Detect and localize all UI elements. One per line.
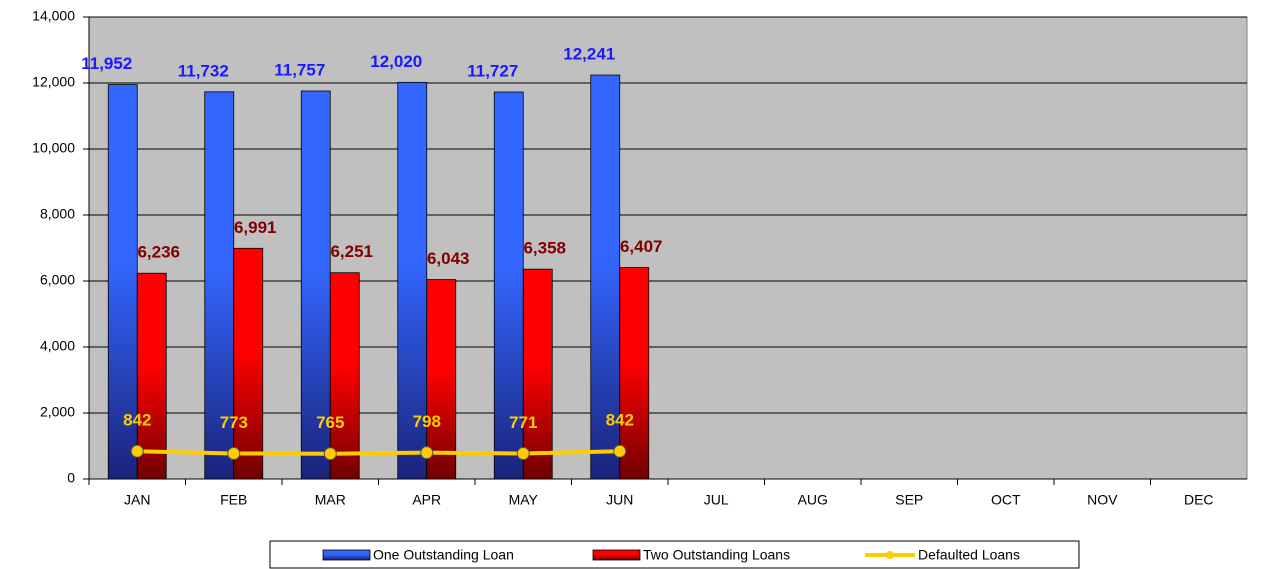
data-label: 6,236 xyxy=(137,243,180,262)
x-tick-label: JUN xyxy=(606,492,633,508)
bar xyxy=(493,91,524,480)
y-tick-label: 2,000 xyxy=(40,404,75,420)
x-tick-label: AUG xyxy=(798,492,828,508)
bar xyxy=(426,279,457,480)
x-tick-label: MAY xyxy=(509,492,539,508)
y-tick-label: 4,000 xyxy=(40,338,75,354)
bar xyxy=(136,272,167,480)
x-tick-label: JUL xyxy=(704,492,729,508)
x-tick-label: MAR xyxy=(315,492,346,508)
legend-label: Defaulted Loans xyxy=(918,547,1020,563)
line-point xyxy=(516,447,530,461)
legend-swatch xyxy=(322,549,371,561)
data-label: 798 xyxy=(413,412,441,431)
y-tick-label: 12,000 xyxy=(32,74,75,90)
bar xyxy=(233,247,264,480)
legend-label: One Outstanding Loan xyxy=(373,547,514,563)
y-tick-label: 6,000 xyxy=(40,272,75,288)
x-tick-label: NOV xyxy=(1087,492,1118,508)
y-tick-label: 0 xyxy=(67,470,75,486)
line-point xyxy=(420,446,434,460)
data-label: 12,020 xyxy=(370,52,422,71)
data-label: 771 xyxy=(509,413,537,432)
data-label: 11,727 xyxy=(467,61,518,80)
data-label: 6,407 xyxy=(620,237,663,256)
line-point xyxy=(613,444,627,458)
data-label: 773 xyxy=(220,413,248,432)
x-tick-label: OCT xyxy=(991,492,1021,508)
data-label: 6,043 xyxy=(427,249,470,268)
data-label: 842 xyxy=(123,411,151,430)
line-point xyxy=(323,447,337,461)
line-point xyxy=(227,446,241,460)
data-label: 11,952 xyxy=(81,54,132,73)
data-label: 6,991 xyxy=(234,218,277,237)
x-tick-label: DEC xyxy=(1184,492,1214,508)
bar xyxy=(329,272,360,480)
bar xyxy=(300,90,331,480)
legend-swatch xyxy=(886,551,894,559)
bar xyxy=(204,91,235,480)
x-tick-label: SEP xyxy=(895,492,923,508)
bar xyxy=(619,267,650,480)
data-label: 842 xyxy=(606,411,634,430)
data-label: 11,732 xyxy=(178,61,229,80)
legend-box xyxy=(269,540,1080,569)
data-label: 765 xyxy=(316,413,344,432)
line xyxy=(137,449,620,456)
x-tick-label: FEB xyxy=(220,492,247,508)
bar xyxy=(522,268,553,480)
plot-area xyxy=(88,16,1248,480)
x-tick-label: JAN xyxy=(124,492,150,508)
y-tick-label: 10,000 xyxy=(32,140,75,156)
line-point xyxy=(130,444,144,458)
bar xyxy=(397,81,428,480)
legend-label: Two Outstanding Loans xyxy=(643,547,790,563)
y-tick-label: 14,000 xyxy=(32,8,75,24)
data-label: 12,241 xyxy=(563,45,615,64)
bar xyxy=(590,74,621,480)
y-tick-label: 8,000 xyxy=(40,206,75,222)
data-label: 6,358 xyxy=(523,239,566,258)
data-label: 6,251 xyxy=(330,242,373,261)
x-tick-label: APR xyxy=(412,492,441,508)
data-label: 11,757 xyxy=(274,61,325,80)
legend-swatch xyxy=(592,549,641,561)
